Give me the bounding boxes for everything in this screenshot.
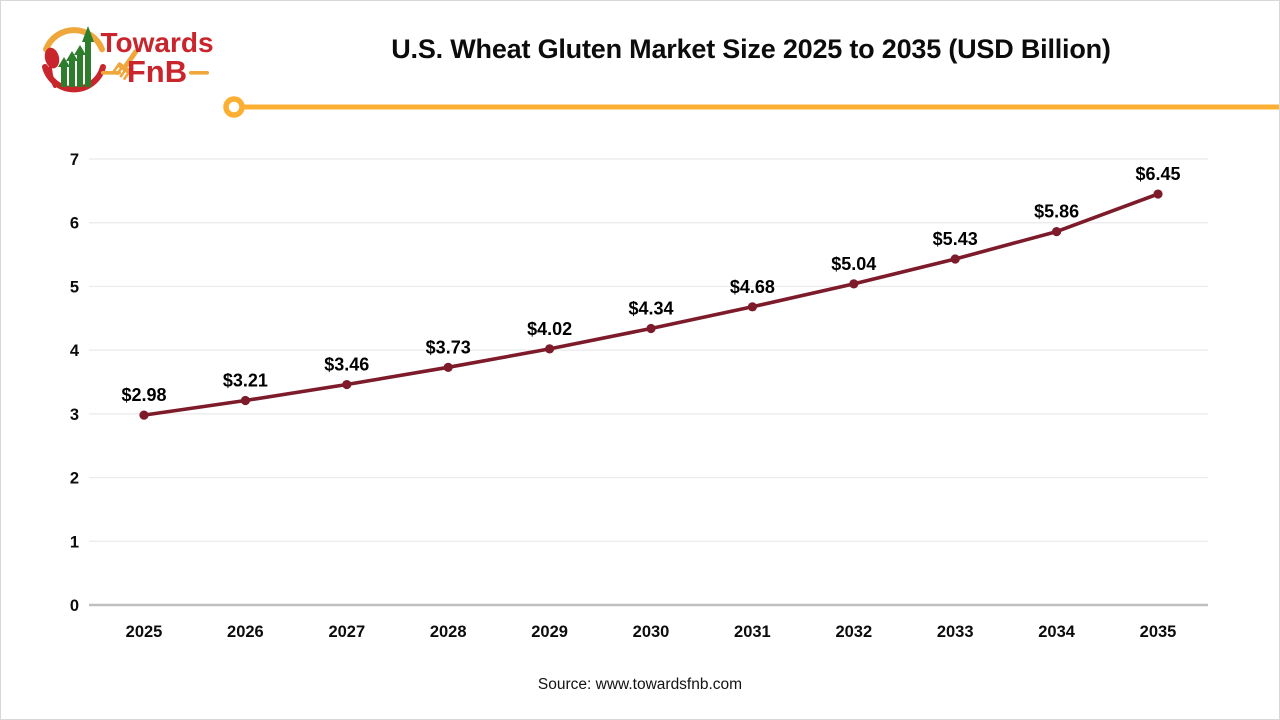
data-point-label: $4.02 xyxy=(527,319,572,339)
page-title: U.S. Wheat Gluten Market Size 2025 to 20… xyxy=(391,34,1111,64)
data-point-marker xyxy=(747,302,758,312)
x-tick-label: 2029 xyxy=(531,623,568,641)
data-point-marker xyxy=(342,379,352,390)
spoon-icon xyxy=(44,47,60,88)
x-tick-label: 2034 xyxy=(1038,623,1076,641)
x-tick-label: 2033 xyxy=(937,623,974,641)
data-point-label: $2.98 xyxy=(121,385,166,405)
y-tick-label: 7 xyxy=(70,151,79,169)
data-point-label: $4.34 xyxy=(628,298,673,318)
data-point-marker xyxy=(443,362,453,372)
data-point-marker xyxy=(646,323,656,334)
data-point-label: $6.45 xyxy=(1135,164,1180,184)
x-tick-label: 2025 xyxy=(126,623,163,641)
y-tick-label: 4 xyxy=(70,342,80,360)
x-tick-label: 2028 xyxy=(430,623,467,641)
data-point-marker xyxy=(1052,227,1062,237)
y-tick-label: 3 xyxy=(70,406,79,424)
brand-left-dash xyxy=(101,71,121,75)
fork-icon xyxy=(112,49,139,81)
data-point-label: $3.73 xyxy=(426,337,471,357)
x-tick-label: 2031 xyxy=(734,623,771,641)
y-tick-label: 0 xyxy=(70,597,79,615)
source-text: Source: www.towardsfnb.com xyxy=(537,676,743,693)
data-point-marker xyxy=(950,254,960,264)
x-tick-label: 2030 xyxy=(633,623,670,641)
data-point-marker xyxy=(545,344,555,354)
x-tick-label: 2032 xyxy=(835,623,872,641)
y-tick-label: 1 xyxy=(70,533,79,551)
growth-bars-icon xyxy=(58,26,94,87)
y-tick-label: 6 xyxy=(70,215,79,233)
title-accent-line xyxy=(223,96,1279,118)
data-point-label: $5.86 xyxy=(1034,202,1079,222)
data-point-label: $5.04 xyxy=(831,254,876,274)
brand-logo-graphic: Towards FnB xyxy=(42,26,214,93)
data-point-marker xyxy=(1153,189,1163,199)
brand-logo: Towards FnB xyxy=(25,11,220,97)
x-tick-label: 2026 xyxy=(227,623,264,641)
data-point-marker xyxy=(849,279,859,289)
x-tick-label: 2035 xyxy=(1140,623,1177,641)
brand-word-fnb: FnB xyxy=(127,54,187,89)
logo-ring-gold-arc xyxy=(43,27,105,53)
x-tick-label: 2027 xyxy=(328,623,365,641)
brand-word-towards: Towards xyxy=(100,27,213,58)
y-tick-label: 2 xyxy=(70,470,79,488)
brand-right-dash xyxy=(189,71,209,75)
data-point-label: $3.46 xyxy=(324,355,369,375)
y-tick-label: 5 xyxy=(70,278,79,296)
data-point-marker xyxy=(240,395,250,406)
accent-circle-endpoint xyxy=(223,96,245,118)
data-point-label: $3.21 xyxy=(223,370,268,390)
data-point-label: $5.43 xyxy=(933,229,978,249)
data-point-label: $4.68 xyxy=(730,277,775,297)
data-point-marker xyxy=(139,410,149,420)
